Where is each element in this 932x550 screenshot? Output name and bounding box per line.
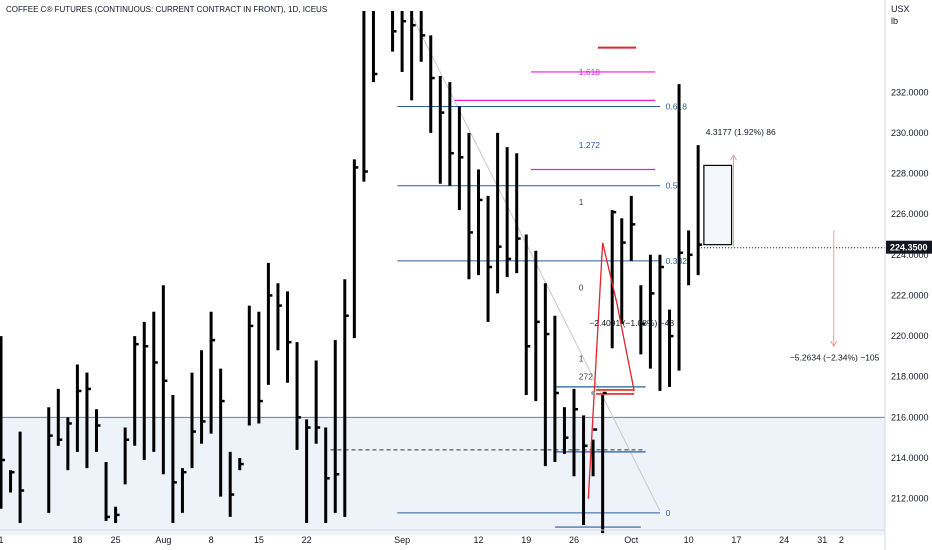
- x-tick-label-5: 15: [254, 535, 264, 545]
- x-tick-label-15: 31: [817, 535, 827, 545]
- y-tick-label-5: 222.0000: [891, 290, 929, 300]
- fib-ext-label-0: 1.618: [579, 67, 601, 77]
- x-tick-label-12: 10: [684, 535, 694, 545]
- x-tick-label-13: 17: [731, 535, 741, 545]
- x-tick-label-11: Oct: [624, 535, 639, 545]
- fib-label-3: 0: [666, 508, 671, 518]
- y-tick-label-2: 216.0000: [891, 412, 929, 422]
- fib-ext-label-1: 1.272: [579, 140, 601, 150]
- fib-label-2: 0.382: [666, 256, 688, 266]
- down-arrow-head: [830, 340, 838, 348]
- measure-mid-label: −2.4091 (−1.08%) −48: [589, 318, 674, 328]
- x-tick-label-0: 1: [0, 535, 4, 545]
- y-tick-label-6: 224.0000: [891, 250, 929, 260]
- y-tick-label-3: 218.0000: [891, 372, 929, 382]
- fib-ext-label-2: 1: [579, 197, 584, 207]
- chart-title: COFFEE C® FUTURES (CONTINUOUS: CURRENT C…: [6, 5, 327, 14]
- measure-box: [703, 164, 733, 246]
- y-tick-label-8: 228.0000: [891, 169, 929, 179]
- measure-down-label: −5.2634 (−2.34%) −105: [790, 352, 880, 362]
- zigzag-pattern-line: [587, 242, 635, 499]
- x-tick-label-4: 8: [209, 535, 214, 545]
- y-tick-label-0: 212.0000: [891, 494, 929, 504]
- y-tick-label-1: 214.0000: [891, 453, 929, 463]
- fib-label-1: 0.5: [666, 181, 678, 191]
- x-tick-label-8: 12: [473, 535, 483, 545]
- x-tick-label-14: 24: [779, 535, 789, 545]
- range-band: [0, 417, 885, 536]
- x-tick-label-16: 2: [839, 535, 844, 545]
- x-tick-label-2: 25: [111, 535, 121, 545]
- fib-ext-label-4: 1: [579, 353, 584, 363]
- y-tick-label-7: 226.0000: [891, 209, 929, 219]
- up-arrow-head: [730, 154, 737, 161]
- currency-label: USX: [891, 4, 910, 14]
- fib-ext-label-5: 272: [579, 372, 593, 382]
- x-tick-label-6: 22: [302, 535, 312, 545]
- y-tick-label-4: 220.0000: [891, 331, 929, 341]
- x-tick-label-7: Sep: [394, 535, 410, 545]
- last-price-tag: 224.3500: [886, 240, 932, 254]
- unit-label: lb: [891, 16, 898, 26]
- measure-up-label: 4.3177 (1.92%) 86: [706, 127, 776, 137]
- fib-label-0: 0.618: [666, 101, 688, 111]
- x-tick-label-3: Aug: [155, 535, 171, 545]
- x-tick-label-9: 19: [521, 535, 531, 545]
- last-price-value: 224.3500: [890, 243, 928, 253]
- pivot-dot: [591, 390, 596, 395]
- y-tick-label-10: 232.0000: [891, 87, 929, 97]
- x-tick-label-10: 26: [569, 535, 579, 545]
- fib-ext-label-3: 0: [579, 282, 584, 292]
- y-tick-label-9: 230.0000: [891, 128, 929, 138]
- x-tick-label-1: 18: [72, 535, 82, 545]
